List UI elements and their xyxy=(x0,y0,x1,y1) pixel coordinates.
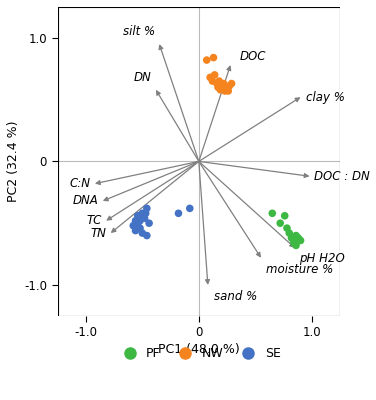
Point xyxy=(132,228,138,234)
Point xyxy=(144,205,150,212)
Point xyxy=(209,78,215,84)
Text: pH H2O: pH H2O xyxy=(299,252,345,265)
Point xyxy=(226,83,232,89)
Text: DN: DN xyxy=(133,70,152,84)
Point xyxy=(293,232,299,239)
Point xyxy=(277,220,283,226)
Point xyxy=(282,212,288,219)
Point xyxy=(141,215,147,222)
Point xyxy=(295,235,301,241)
Text: DOC : DN: DOC : DN xyxy=(314,170,370,183)
Point xyxy=(176,210,182,216)
Point xyxy=(286,230,292,236)
Point xyxy=(224,85,230,92)
Point xyxy=(146,220,152,226)
Text: silt %: silt % xyxy=(123,25,155,38)
Legend: PF, NW, SE: PF, NW, SE xyxy=(112,342,285,365)
Text: C:N: C:N xyxy=(69,177,90,190)
Point xyxy=(139,210,145,216)
Text: DNA: DNA xyxy=(73,194,98,208)
Point xyxy=(130,222,136,229)
Point xyxy=(135,212,141,219)
Point xyxy=(132,218,138,224)
Point xyxy=(135,222,141,229)
Point xyxy=(214,80,220,87)
Point xyxy=(207,74,213,80)
Point xyxy=(187,205,193,212)
Point xyxy=(221,80,227,87)
Point xyxy=(211,54,217,61)
Point xyxy=(297,237,303,244)
Point xyxy=(291,240,297,246)
Point xyxy=(225,88,231,94)
Point xyxy=(137,225,143,231)
Text: clay %: clay % xyxy=(306,91,345,104)
Point xyxy=(229,80,235,87)
Point xyxy=(288,235,294,241)
Point xyxy=(269,210,275,216)
Point xyxy=(217,86,223,93)
Point xyxy=(212,72,218,78)
Text: sand %: sand % xyxy=(214,290,257,303)
Point xyxy=(216,78,222,84)
Point xyxy=(137,218,143,224)
Point xyxy=(222,88,228,94)
X-axis label: PC1 (48.0 %): PC1 (48.0 %) xyxy=(158,344,240,356)
Point xyxy=(143,210,149,216)
Point xyxy=(139,230,145,236)
Point xyxy=(144,232,150,239)
Y-axis label: PC2 (32.4 %): PC2 (32.4 %) xyxy=(7,121,20,202)
Point xyxy=(284,225,290,231)
Text: TN: TN xyxy=(90,226,106,240)
Text: DOC: DOC xyxy=(240,50,266,62)
Point xyxy=(204,57,210,63)
Point xyxy=(218,82,224,88)
Text: TC: TC xyxy=(86,214,102,227)
Point xyxy=(215,84,221,90)
Point xyxy=(293,242,299,249)
Text: moisture %: moisture % xyxy=(265,263,333,276)
